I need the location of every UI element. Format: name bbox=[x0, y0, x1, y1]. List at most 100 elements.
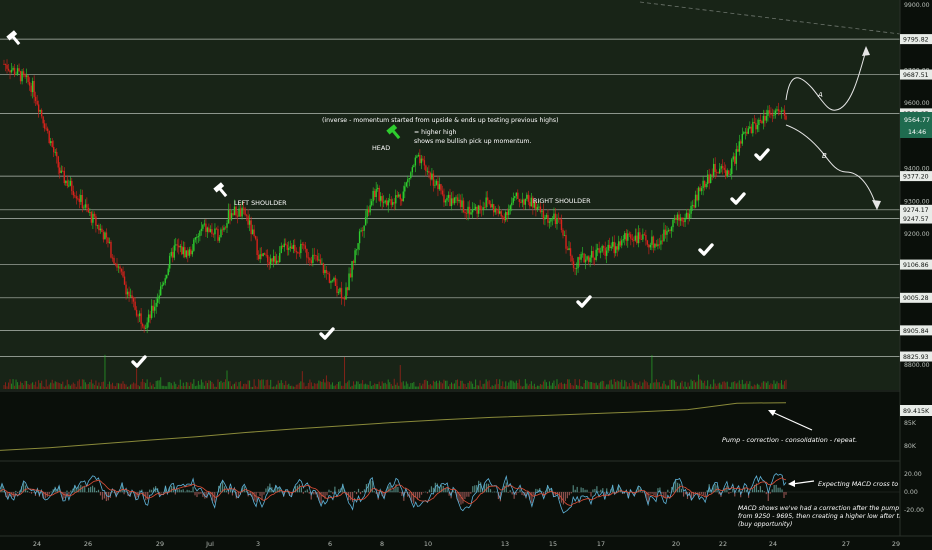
candle bbox=[18, 68, 20, 72]
volume-bar bbox=[414, 386, 416, 389]
candle bbox=[648, 244, 650, 248]
macd-histogram-bar bbox=[290, 492, 293, 497]
candle bbox=[685, 212, 688, 218]
candle bbox=[399, 194, 401, 200]
candle bbox=[229, 210, 231, 220]
volume-bar bbox=[554, 385, 556, 389]
volume-bar bbox=[136, 368, 138, 389]
volume-bar bbox=[765, 382, 767, 389]
volume-bar bbox=[660, 386, 662, 389]
macd-histogram-bar bbox=[180, 489, 182, 493]
time-axis[interactable]: 24 26 29 Jul 3 6 8 10 13 15 17 20 22 24 27 29 bbox=[33, 540, 900, 548]
volume-bar bbox=[511, 380, 513, 389]
macd-histogram-bar bbox=[241, 487, 243, 493]
volume-bar bbox=[621, 379, 623, 389]
volume-bar bbox=[268, 385, 270, 389]
macd-histogram-bar bbox=[192, 486, 194, 493]
candle bbox=[357, 243, 359, 250]
volume-bar bbox=[607, 384, 609, 389]
candle bbox=[661, 240, 664, 242]
macd-histogram-bar bbox=[328, 489, 330, 493]
candle bbox=[358, 231, 361, 244]
time-tick-label: 10 bbox=[424, 540, 432, 548]
macd-histogram-bar bbox=[68, 492, 70, 497]
macd-histogram-bar bbox=[726, 485, 728, 493]
candle bbox=[565, 235, 567, 249]
volume-bar bbox=[726, 381, 728, 389]
volume-bar bbox=[423, 380, 425, 389]
obv-axis: 85K 80K bbox=[904, 420, 917, 450]
candle bbox=[236, 215, 239, 217]
volume-bar bbox=[20, 381, 22, 389]
candle bbox=[539, 206, 542, 212]
candle bbox=[206, 227, 209, 232]
candle bbox=[771, 114, 774, 116]
volume-bar bbox=[184, 385, 186, 389]
macd-histogram-bar bbox=[470, 492, 472, 494]
volume-bar bbox=[714, 383, 716, 389]
macd-histogram-bar bbox=[751, 489, 754, 493]
candle bbox=[386, 200, 388, 206]
volume-bar bbox=[42, 386, 44, 389]
macd-histogram-bar bbox=[612, 484, 614, 493]
macd-histogram-bar bbox=[523, 492, 525, 496]
price-tick-label: 9300.00 bbox=[904, 198, 930, 205]
macd-histogram-bar bbox=[253, 492, 255, 501]
candle bbox=[306, 248, 308, 258]
volume-bar bbox=[383, 383, 385, 389]
volume-bar bbox=[244, 383, 246, 389]
volume-bar bbox=[255, 385, 257, 389]
candle bbox=[303, 244, 305, 246]
volume-bar bbox=[443, 379, 445, 389]
macd-histogram-bar bbox=[54, 486, 56, 493]
volume-bar bbox=[158, 380, 160, 389]
candle bbox=[200, 228, 203, 231]
macd-histogram-bar bbox=[279, 488, 281, 493]
volume-bar bbox=[707, 380, 709, 389]
volume-bar bbox=[580, 386, 582, 389]
volume-bar bbox=[392, 385, 394, 389]
macd-histogram-bar bbox=[690, 492, 693, 501]
candle bbox=[181, 246, 183, 255]
candle bbox=[639, 232, 641, 240]
candle bbox=[364, 217, 367, 226]
volume-bar bbox=[434, 381, 436, 389]
candle bbox=[486, 197, 489, 201]
macd-histogram-bar bbox=[777, 487, 779, 493]
macd-histogram-bar bbox=[484, 484, 486, 493]
candle bbox=[224, 227, 227, 229]
candle bbox=[437, 180, 439, 190]
volume-bar bbox=[384, 382, 386, 389]
volume-bar bbox=[478, 385, 480, 389]
candle bbox=[242, 207, 245, 209]
macd-histogram-bar bbox=[472, 486, 474, 493]
volume-bar bbox=[720, 384, 722, 389]
level-value: 9005.28 bbox=[903, 295, 929, 302]
macd-histogram-bar bbox=[586, 489, 588, 493]
candle bbox=[248, 220, 251, 225]
volume-bar bbox=[211, 382, 213, 389]
candle bbox=[696, 194, 698, 201]
check-icon bbox=[319, 327, 335, 340]
macd-histogram-bar bbox=[590, 492, 592, 497]
candle bbox=[467, 206, 469, 214]
macd-histogram-bar bbox=[543, 492, 545, 497]
volume-bar bbox=[229, 381, 231, 389]
macd-histogram-bar bbox=[334, 486, 336, 493]
macd-histogram-bar bbox=[36, 490, 39, 493]
volume-bar bbox=[300, 381, 302, 389]
macd-histogram-bar bbox=[428, 489, 431, 493]
volume-bar bbox=[185, 382, 187, 389]
volume-bar bbox=[657, 382, 659, 389]
macd-histogram-bar bbox=[225, 490, 228, 493]
macd-histogram-bar bbox=[21, 486, 23, 493]
volume-bar bbox=[345, 383, 347, 389]
candle bbox=[773, 114, 775, 116]
volume-bar bbox=[585, 380, 587, 389]
candle bbox=[524, 198, 527, 205]
candle bbox=[349, 273, 352, 278]
candle bbox=[48, 130, 50, 144]
macd-histogram-bar bbox=[62, 492, 64, 500]
candle bbox=[160, 286, 162, 296]
